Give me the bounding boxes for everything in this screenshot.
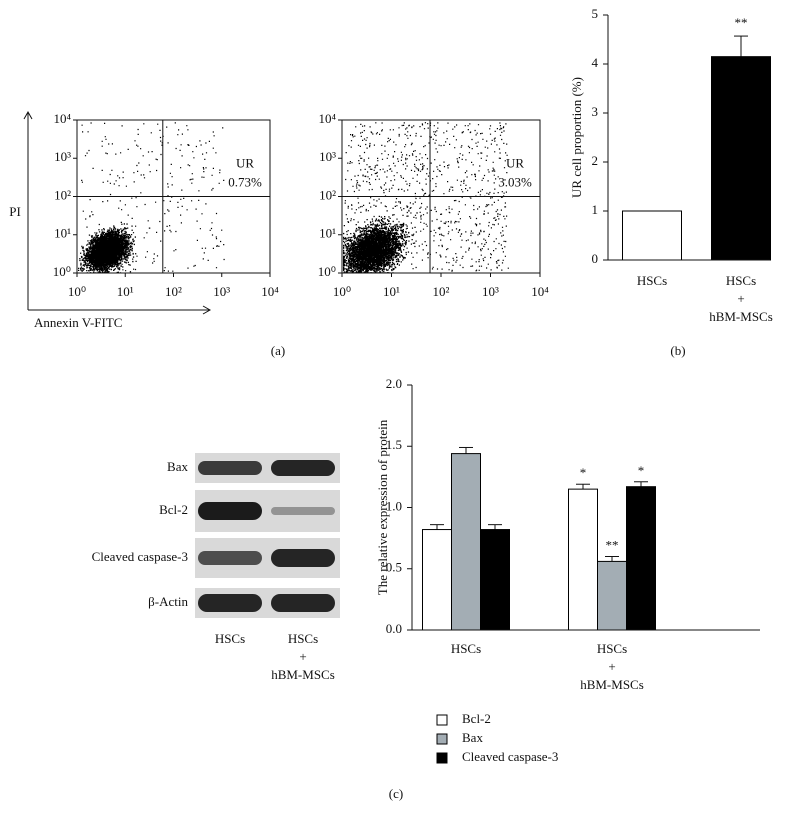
y-axis-label: PI: [9, 204, 21, 219]
y-tick-label: 10¹: [54, 226, 71, 241]
x-tick-label: 10⁰: [68, 284, 86, 299]
blot-band: [271, 507, 335, 515]
lane-label: +: [299, 649, 306, 664]
y-tick-label: 2.0: [386, 376, 402, 391]
legend-label: Bcl-2: [462, 711, 491, 726]
x-tick-label: 10⁴: [261, 284, 279, 299]
y-tick-label: 10³: [54, 149, 71, 164]
x-tick-label: hBM-MSCs: [580, 677, 644, 692]
y-tick-label: 5: [592, 6, 599, 21]
x-tick-label: 10⁰: [333, 284, 351, 299]
y-tick-label: 2: [592, 153, 599, 168]
row-label: Bcl-2: [159, 502, 188, 517]
significance: *: [638, 463, 645, 478]
y-tick-label: 0: [592, 251, 599, 266]
x-tick-label: +: [737, 291, 744, 306]
lane-label: HSCs: [288, 631, 318, 646]
x-tick-label: 10¹: [383, 284, 400, 299]
lane-label: HSCs: [215, 631, 245, 646]
x-tick-label: 10³: [213, 284, 230, 299]
axes: [607, 15, 770, 261]
y-tick-label: 0.0: [386, 621, 402, 636]
y-tick-label: 10⁴: [53, 111, 71, 126]
legend-swatch: [436, 714, 448, 726]
bar: [597, 560, 627, 631]
y-tick-label: 0.5: [386, 560, 402, 575]
blot-band: [198, 502, 262, 520]
significance: *: [580, 465, 587, 480]
x-axis-label: Annexin V-FITC: [34, 315, 122, 330]
y-tick-label: 10⁰: [53, 264, 71, 279]
y-axis-label: The relative expression of protein: [375, 419, 390, 595]
x-tick-label: 10²: [433, 284, 450, 299]
legend-swatch: [436, 752, 448, 764]
bar: [622, 210, 682, 261]
axis-arrow: [28, 305, 212, 315]
x-tick-label: HSCs: [637, 273, 667, 288]
x-tick-label: HSCs: [726, 273, 756, 288]
bar: [480, 529, 510, 631]
quadrant-label: 0.73%: [228, 174, 262, 189]
panel-label: (c): [389, 786, 403, 801]
y-tick-label: 1: [592, 202, 599, 217]
panel-label: (b): [670, 343, 685, 358]
blot-band: [198, 461, 262, 475]
x-tick-label: 10¹: [117, 284, 134, 299]
bar: [711, 56, 771, 261]
y-tick-label: 4: [592, 55, 599, 70]
legend-label: Bax: [462, 730, 483, 745]
x-tick-label: 10²: [165, 284, 182, 299]
legend-label: Cleaved caspase-3: [462, 749, 558, 764]
y-tick-label: 10⁴: [318, 111, 336, 126]
row-label: β-Actin: [148, 594, 188, 609]
x-tick-label: 10³: [482, 284, 499, 299]
bar: [422, 529, 452, 631]
blot-band: [271, 460, 335, 476]
lane-label: hBM-MSCs: [271, 667, 335, 682]
x-tick-label: hBM-MSCs: [709, 309, 773, 324]
row-label: Cleaved caspase-3: [92, 549, 188, 564]
quadrant-label: UR: [506, 155, 524, 170]
blot-band: [198, 594, 262, 612]
y-tick-label: 3: [592, 104, 599, 119]
significance: **: [735, 15, 748, 30]
quadrant-label: UR: [236, 155, 254, 170]
significance: **: [606, 537, 619, 552]
y-axis-label: UR cell proportion (%): [569, 77, 584, 198]
x-tick-label: HSCs: [451, 641, 481, 656]
y-tick-label: 10²: [319, 187, 336, 202]
blot-band: [198, 551, 262, 565]
blot-band: [271, 549, 335, 567]
row-label: Bax: [167, 459, 188, 474]
axes: [411, 385, 760, 631]
y-tick-label: 1.5: [386, 437, 402, 452]
bar: [451, 453, 481, 631]
bar: [626, 486, 656, 631]
event-cloud: [343, 122, 509, 274]
x-tick-label: 10⁴: [531, 284, 549, 299]
event-cloud: [78, 122, 225, 274]
blot-band: [271, 594, 335, 612]
legend-swatch: [436, 733, 448, 745]
quadrant-label: 3.03%: [498, 174, 532, 189]
panel-label: (a): [271, 343, 285, 358]
x-tick-label: HSCs: [597, 641, 627, 656]
x-tick-label: +: [608, 659, 615, 674]
y-tick-label: 10²: [54, 187, 71, 202]
y-tick-label: 10¹: [319, 226, 336, 241]
y-tick-label: 10⁰: [318, 264, 336, 279]
y-tick-label: 1.0: [386, 498, 402, 513]
axis-arrow: [23, 110, 33, 310]
y-tick-label: 10³: [319, 149, 336, 164]
bar: [568, 488, 598, 631]
